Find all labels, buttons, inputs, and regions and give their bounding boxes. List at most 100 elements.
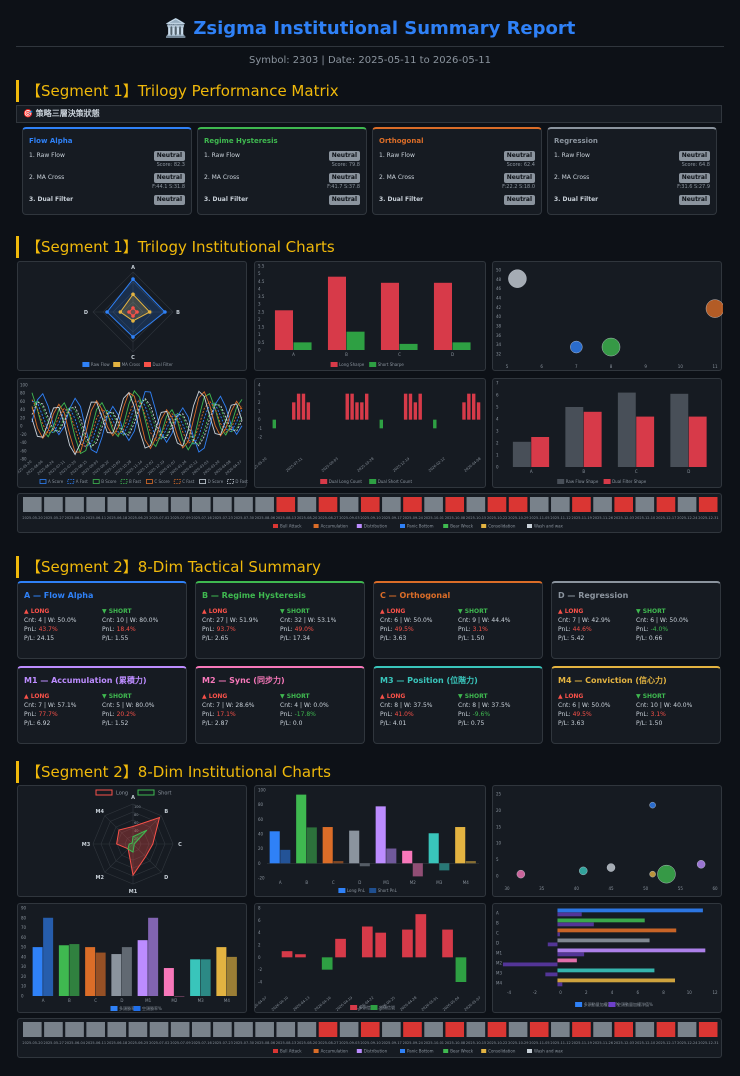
long-pnl-label: PnL: bbox=[202, 711, 215, 718]
legend-label: Accumulation bbox=[321, 524, 349, 529]
date-label: 2025-09-17 bbox=[381, 516, 401, 520]
bar-mark bbox=[557, 922, 594, 927]
long-column: ▲ LONG Cnt: 8 | W: 37.5% PnL: 41.0% P/L:… bbox=[380, 692, 458, 728]
legend-label: Consolidation bbox=[488, 1049, 516, 1054]
date-label: 2026-02-12 bbox=[428, 457, 446, 473]
dual-count-chart: 4 3 2 1 0 -1 -2 2025-05-20 2025-07-11 2025-09-03 2… bbox=[255, 383, 482, 484]
heat-cell bbox=[255, 497, 274, 512]
date-label: 2025-11-12 bbox=[550, 516, 570, 520]
tick-label: 2.5 bbox=[258, 309, 265, 314]
tick-label: 4 bbox=[496, 417, 499, 422]
trilogy-card-title: Orthogonal bbox=[379, 137, 424, 145]
date-label: 2025-07-16 bbox=[191, 516, 211, 520]
score-line-chart: 100806040200-20-40-60-802025-05-202025-0… bbox=[18, 383, 248, 485]
short-pf: P/L: 1.50 bbox=[458, 635, 485, 642]
date-label: 2025-06-18 bbox=[107, 1041, 127, 1045]
heat-cell bbox=[487, 1022, 507, 1037]
dual-filter-label: 3. Dual Filter bbox=[554, 196, 599, 203]
radar-point bbox=[131, 306, 135, 310]
legend-label: Distribution bbox=[364, 524, 388, 529]
short-column: ▼ SHORT Cnt: 6 | W: 50.0% PnL: -4.0% P/L… bbox=[636, 607, 714, 643]
short-label: ▼ SHORT bbox=[458, 608, 488, 615]
dual-filter-label: 3. Dual Filter bbox=[379, 196, 424, 203]
bar-mark bbox=[557, 978, 676, 983]
date-label: 2025-10-01 bbox=[424, 516, 444, 520]
legend-label: Raw Flow Shape bbox=[566, 479, 599, 484]
legend-swatch bbox=[226, 479, 234, 484]
category-label: C bbox=[332, 880, 335, 885]
legend-swatch bbox=[137, 789, 155, 796]
heat-cell bbox=[276, 1022, 296, 1037]
long-label: ▲ LONG bbox=[380, 608, 406, 615]
short-pnl-row: PnL: -9.6% bbox=[458, 710, 536, 719]
legend-swatch bbox=[443, 1049, 449, 1053]
bar-mark bbox=[399, 343, 418, 350]
legend-label: 空頭動量加權淨值% bbox=[617, 1001, 653, 1007]
legend-label: Panic Bottom bbox=[407, 1049, 434, 1054]
dim-scatter-panel: 25 20 15 10 5 0 30 35 40 45 50 55 60 bbox=[492, 785, 722, 897]
legend-label: D Score bbox=[208, 479, 224, 484]
scatter-point bbox=[579, 866, 588, 876]
heat-cell bbox=[170, 1022, 190, 1037]
legend-label: 多頭信號 bbox=[359, 1004, 375, 1010]
tick-label: 2 bbox=[258, 943, 261, 948]
tick-label: 30 bbox=[21, 964, 27, 969]
heat-cell bbox=[424, 497, 443, 512]
date-label: 2026-04-10 bbox=[271, 996, 289, 1012]
dim-winrate-chart: 90 80 70 60 50 40 30 20 10 0 A B C D M1 M2 M3 M4 多頭勝率% 空頭勝率… bbox=[21, 906, 237, 1011]
radar-point bbox=[131, 314, 135, 318]
line-series bbox=[31, 398, 243, 449]
bar-mark bbox=[137, 940, 148, 996]
tick-label: 60 bbox=[712, 886, 718, 891]
short-label: ▼ SHORT bbox=[280, 608, 310, 615]
short-count: Cnt: 8 | W: 37.5% bbox=[458, 702, 511, 709]
tick-label: 0.5 bbox=[258, 340, 265, 345]
legend-label: Short Sharpe bbox=[378, 362, 405, 367]
dim-card: M1 — Accumulation (累積力) ▲ LONG Cnt: 7 | … bbox=[17, 666, 187, 744]
tick-label: 6 bbox=[636, 990, 639, 995]
long-pnl-value: 44.6% bbox=[572, 626, 592, 633]
long-pnl-label: PnL: bbox=[202, 626, 215, 633]
trilogy-radar-chart: A B C D Raw Flow MA Cross Dual Filter bbox=[82, 265, 180, 367]
tick-label: 40 bbox=[20, 407, 26, 412]
date-label: 2025-09-10 bbox=[360, 516, 380, 520]
bar-mark bbox=[557, 918, 645, 923]
legend-swatch bbox=[603, 479, 611, 484]
date-label: 2025-12-31 bbox=[698, 516, 718, 520]
category-label: D bbox=[687, 469, 690, 474]
legend-swatch bbox=[120, 479, 128, 484]
legend-swatch bbox=[110, 1006, 118, 1011]
radar-point bbox=[135, 310, 139, 314]
tick-label: 4.5 bbox=[258, 279, 265, 284]
category-label: M3 bbox=[436, 880, 442, 885]
bar-mark bbox=[322, 827, 333, 864]
short-pnl-row: PnL: 20.2% bbox=[102, 710, 180, 719]
bar-mark bbox=[361, 926, 373, 958]
legend-swatch bbox=[400, 1049, 405, 1053]
dual-filter-status: Neutral bbox=[153, 195, 185, 205]
legend-label: Long PnL bbox=[347, 888, 366, 893]
date-label: 2025-06-11 bbox=[86, 1041, 106, 1045]
heat-cell bbox=[44, 497, 63, 512]
legend-label: Consolidation bbox=[488, 524, 516, 529]
legend-label: 多頭勝率% bbox=[119, 1005, 139, 1011]
legend-swatch bbox=[400, 524, 405, 528]
date-label: 2025-11-26 bbox=[593, 1041, 613, 1045]
report-title: 🏛️ Zsigma Institutional Summary Report bbox=[16, 14, 724, 44]
tick-label: 100 bbox=[20, 383, 28, 388]
bar-mark bbox=[636, 416, 655, 467]
heat-cell bbox=[403, 1022, 422, 1037]
date-label: 2025-09-24 bbox=[403, 516, 424, 520]
line-series bbox=[31, 398, 243, 448]
long-pf: P/L: 3.63 bbox=[558, 720, 585, 727]
radar-point bbox=[131, 277, 135, 281]
short-column: ▼ SHORT Cnt: 32 | W: 53.1% PnL: 49.0% P/… bbox=[280, 607, 358, 643]
bar-mark bbox=[190, 959, 201, 996]
tick-label: 45 bbox=[608, 886, 614, 891]
heat-cell bbox=[191, 1022, 211, 1037]
long-pnl-value: 49.5% bbox=[572, 711, 592, 718]
tick-label: 0 bbox=[20, 424, 23, 429]
bar-mark bbox=[174, 996, 185, 997]
legend-label: Accumulation bbox=[321, 1049, 349, 1054]
